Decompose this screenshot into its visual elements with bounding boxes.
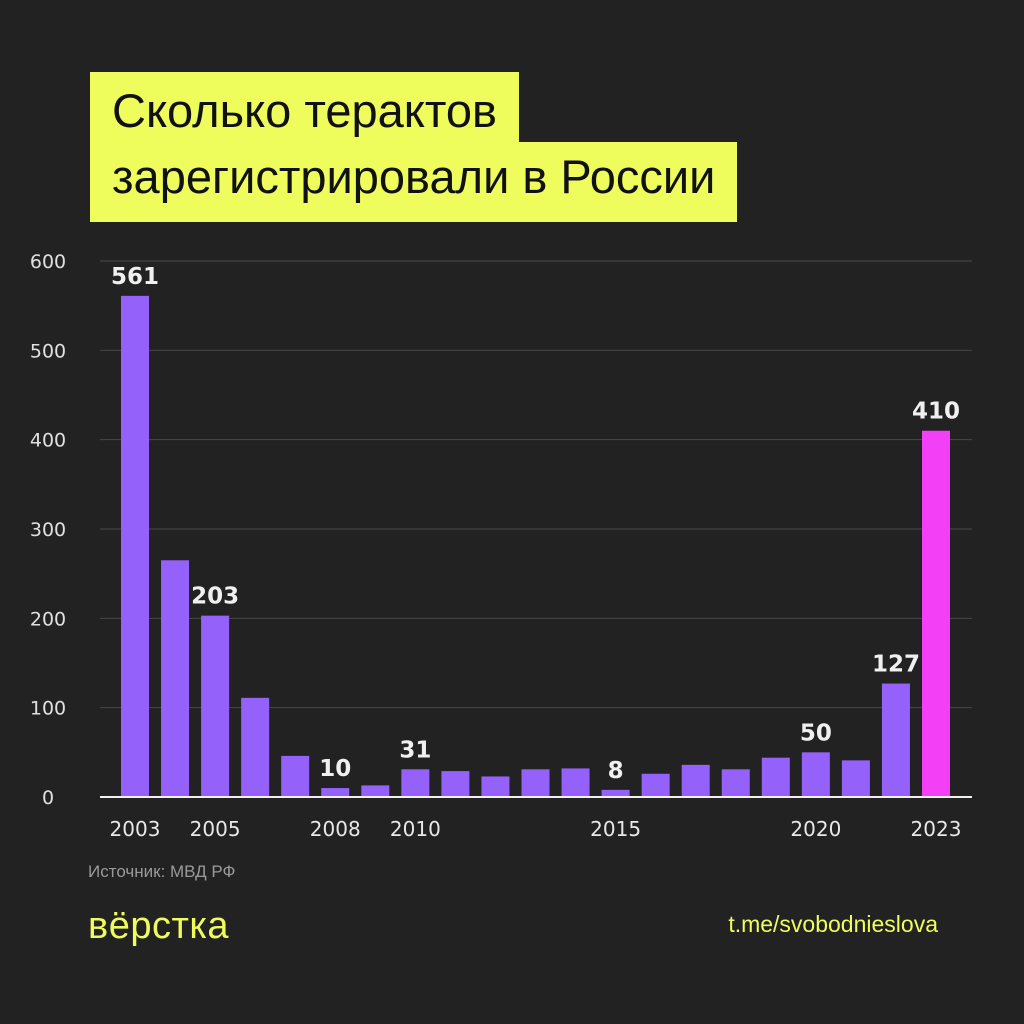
y-tick-label: 100 xyxy=(30,698,66,720)
data-label-2020: 50 xyxy=(800,720,832,746)
title-line-1: Сколько терактов xyxy=(90,72,519,142)
channel-link[interactable]: t.me/svobodnieslova xyxy=(728,911,938,937)
bar-2018 xyxy=(721,769,750,797)
data-label-2022: 127 xyxy=(872,652,920,678)
y-tick-label: 600 xyxy=(30,251,66,273)
x-tick-label-2005: 2005 xyxy=(190,817,241,841)
bar-2015 xyxy=(601,789,630,797)
x-tick-label-2020: 2020 xyxy=(790,817,841,841)
x-tick-label-2010: 2010 xyxy=(390,817,441,841)
bar-2013 xyxy=(521,769,550,797)
y-tick-label: 0 xyxy=(42,787,54,809)
chart-title: Сколько терактов зарегистрировали в Росс… xyxy=(90,72,738,222)
bar-2022 xyxy=(881,683,910,797)
y-tick-label: 300 xyxy=(30,519,66,541)
x-tick-label-2015: 2015 xyxy=(590,817,641,841)
bar-2007 xyxy=(281,755,310,797)
x-tick-label-2003: 2003 xyxy=(110,817,161,841)
bar-2021 xyxy=(841,760,870,797)
bar-2011 xyxy=(441,771,470,797)
bar-2016 xyxy=(641,773,670,797)
bar-2004 xyxy=(161,560,190,797)
data-label-2010: 31 xyxy=(399,737,431,763)
bar-2005 xyxy=(201,615,230,797)
y-tick-label: 500 xyxy=(30,340,66,362)
bar-2020 xyxy=(801,752,830,797)
logo: вёрстка xyxy=(88,905,229,947)
data-label-2015: 8 xyxy=(608,758,624,784)
bar-2014 xyxy=(561,768,590,797)
y-tick-label: 200 xyxy=(30,608,66,630)
bar-2012 xyxy=(481,776,510,797)
data-label-2005: 203 xyxy=(191,584,239,610)
y-tick-label: 400 xyxy=(30,430,66,452)
bar-2019 xyxy=(761,757,790,797)
bar-2017 xyxy=(681,764,710,797)
data-label-2008: 10 xyxy=(319,756,351,782)
bar-2009 xyxy=(361,785,390,797)
bar-2008 xyxy=(321,788,350,797)
bar-2010 xyxy=(401,769,430,797)
bar-2006 xyxy=(241,697,270,797)
data-label-2003: 561 xyxy=(111,264,159,290)
x-tick-label-2023: 2023 xyxy=(911,817,962,841)
x-tick-label-2008: 2008 xyxy=(310,817,361,841)
title-line-2: зарегистрировали в России xyxy=(90,142,738,222)
bar-2023 xyxy=(922,430,950,797)
data-label-2023: 410 xyxy=(912,399,960,425)
bar-2003 xyxy=(121,295,149,797)
source-note: Источник: МВД РФ xyxy=(88,862,236,881)
